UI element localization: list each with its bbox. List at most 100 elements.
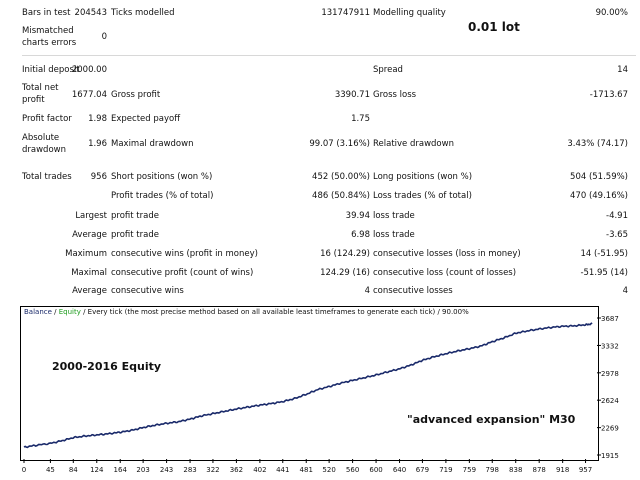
- x-tick-label: 560: [346, 466, 359, 474]
- total-net-profit-value: 1677.04: [71, 90, 107, 100]
- x-tick-label: 798: [486, 466, 499, 474]
- modelling-quality-value: 90.00%: [595, 8, 628, 18]
- x-tick-label: 640: [393, 466, 406, 474]
- largest-profit-value: 39.94: [345, 211, 370, 221]
- bars-in-test-value: 204543: [74, 8, 107, 18]
- equity-period-note: 2000-2016 Equity: [52, 360, 162, 373]
- legend-balance: Balance: [24, 308, 52, 316]
- x-tick-label: 402: [253, 466, 266, 474]
- x-tick-label: 124: [90, 466, 104, 474]
- x-tick-label: 481: [300, 466, 313, 474]
- y-tick-label: 2269: [601, 425, 619, 433]
- ticks-modelled-label: Ticks modelled: [111, 8, 175, 18]
- total-trades-value: 956: [90, 172, 107, 182]
- y-tick-label: 1915: [601, 452, 619, 460]
- maximum-label: Maximum: [65, 249, 107, 259]
- gross-profit-label: Gross profit: [111, 90, 161, 100]
- mismatched-label-1: Mismatched: [22, 26, 74, 36]
- chart-legend: Balance / Equity / Every tick (the most …: [24, 308, 469, 316]
- maximal-consecutive-profit-value: 124.29 (16): [320, 268, 370, 278]
- average-consecutive-losses-value: 4: [622, 286, 628, 296]
- y-tick-label: 3332: [601, 342, 619, 350]
- initial-deposit-value: 2000.00: [71, 65, 107, 75]
- average-consecutive-label: Average: [72, 286, 107, 296]
- x-tick-label: 84: [69, 466, 78, 474]
- maximal-consecutive-loss-label: consecutive loss (count of losses): [373, 268, 517, 278]
- strategy-note: "advanced expansion" M30: [407, 413, 576, 426]
- relative-drawdown-value: 3.43% (74.17): [567, 139, 628, 149]
- balance-line: [23, 322, 593, 449]
- legend-description: / Every tick (the most precise method ba…: [80, 308, 469, 316]
- y-tick-label: 2624: [601, 397, 619, 405]
- profit-trades-value: 486 (50.84%): [312, 191, 370, 201]
- gross-loss-label: Gross loss: [373, 90, 417, 100]
- x-tick-label: 918: [556, 466, 569, 474]
- total-net-profit-label-2: profit: [22, 95, 45, 105]
- expected-payoff-label: Expected payoff: [111, 114, 181, 124]
- loss-trades-value: 470 (49.16%): [570, 191, 628, 201]
- gross-profit-value: 3390.71: [334, 90, 370, 100]
- spread-value: 14: [617, 65, 628, 75]
- x-tick-label: 878: [533, 466, 546, 474]
- profit-trades-label: Profit trades (% of total): [111, 191, 214, 201]
- average-loss-label: loss trade: [373, 230, 415, 240]
- maximal-drawdown-value: 99.07 (3.16%): [309, 139, 370, 149]
- max-consecutive-wins-value: 16 (124.29): [320, 249, 370, 259]
- x-tick-label: 957: [579, 466, 592, 474]
- x-tick-label: 283: [183, 466, 196, 474]
- maximal-label: Maximal: [71, 268, 107, 278]
- long-positions-label: Long positions (won %): [373, 172, 473, 182]
- average-label: Average: [72, 230, 107, 240]
- x-tick-label: 45: [46, 466, 55, 474]
- relative-drawdown-label: Relative drawdown: [373, 139, 454, 149]
- spread-label: Spread: [373, 65, 403, 75]
- x-tick-label: 520: [322, 466, 335, 474]
- x-tick-label: 600: [369, 466, 382, 474]
- maximal-consecutive-profit-label: consecutive profit (count of wins): [111, 268, 254, 278]
- average-consecutive-losses-label: consecutive losses: [373, 286, 453, 296]
- largest-profit-label: profit trade: [111, 211, 159, 221]
- x-tick-label: 0: [22, 466, 26, 474]
- x-tick-label: 679: [416, 466, 429, 474]
- backtest-report: Bars in test 204543 Ticks modelled 13174…: [22, 8, 636, 296]
- lot-size-note: 0.01 lot: [468, 20, 520, 34]
- bars-in-test-label: Bars in test: [22, 8, 71, 18]
- x-tick-label: 362: [230, 466, 243, 474]
- profit-factor-label: Profit factor: [22, 114, 72, 124]
- absolute-drawdown-label-1: Absolute: [22, 133, 60, 143]
- ticks-modelled-value: 131747911: [321, 8, 370, 18]
- x-tick-label: 838: [509, 466, 522, 474]
- absolute-drawdown-value: 1.96: [88, 139, 107, 149]
- y-tick-label: 2978: [601, 370, 619, 378]
- max-consecutive-wins-label: consecutive wins (profit in money): [111, 249, 258, 259]
- long-positions-value: 504 (51.59%): [570, 172, 628, 182]
- x-tick-label: 203: [136, 466, 149, 474]
- average-profit-value: 6.98: [351, 230, 370, 240]
- initial-deposit-label: Initial deposit: [22, 65, 80, 75]
- expected-payoff-value: 1.75: [351, 114, 370, 124]
- average-loss-value: -3.65: [606, 230, 628, 240]
- mismatched-label-2: charts errors: [22, 38, 77, 48]
- x-tick-label: 322: [206, 466, 219, 474]
- legend-equity: Equity: [58, 308, 81, 316]
- x-tick-label: 243: [160, 466, 173, 474]
- modelling-quality-label: Modelling quality: [373, 8, 446, 18]
- largest-loss-value: -4.91: [606, 211, 628, 221]
- absolute-drawdown-label-2: drawdown: [22, 145, 66, 155]
- largest-loss-label: loss trade: [373, 211, 415, 221]
- average-consecutive-wins-value: 4: [364, 286, 370, 296]
- profit-factor-value: 1.98: [88, 114, 107, 124]
- largest-label: Largest: [75, 211, 107, 221]
- average-profit-label: profit trade: [111, 230, 159, 240]
- mismatched-errors-value: 0: [101, 32, 107, 42]
- equity-chart-frame: [20, 306, 599, 461]
- y-tick-label: 3687: [601, 315, 619, 323]
- section-divider: [22, 55, 636, 56]
- gross-loss-value: -1713.67: [589, 90, 628, 100]
- x-tick-label: 441: [276, 466, 289, 474]
- max-consecutive-losses-label: consecutive losses (loss in money): [373, 249, 521, 259]
- x-tick-label: 164: [114, 466, 128, 474]
- x-tick-label: 719: [439, 466, 452, 474]
- maximal-consecutive-loss-value: -51.95 (14): [580, 268, 628, 278]
- total-net-profit-label-1: Total net: [22, 83, 59, 93]
